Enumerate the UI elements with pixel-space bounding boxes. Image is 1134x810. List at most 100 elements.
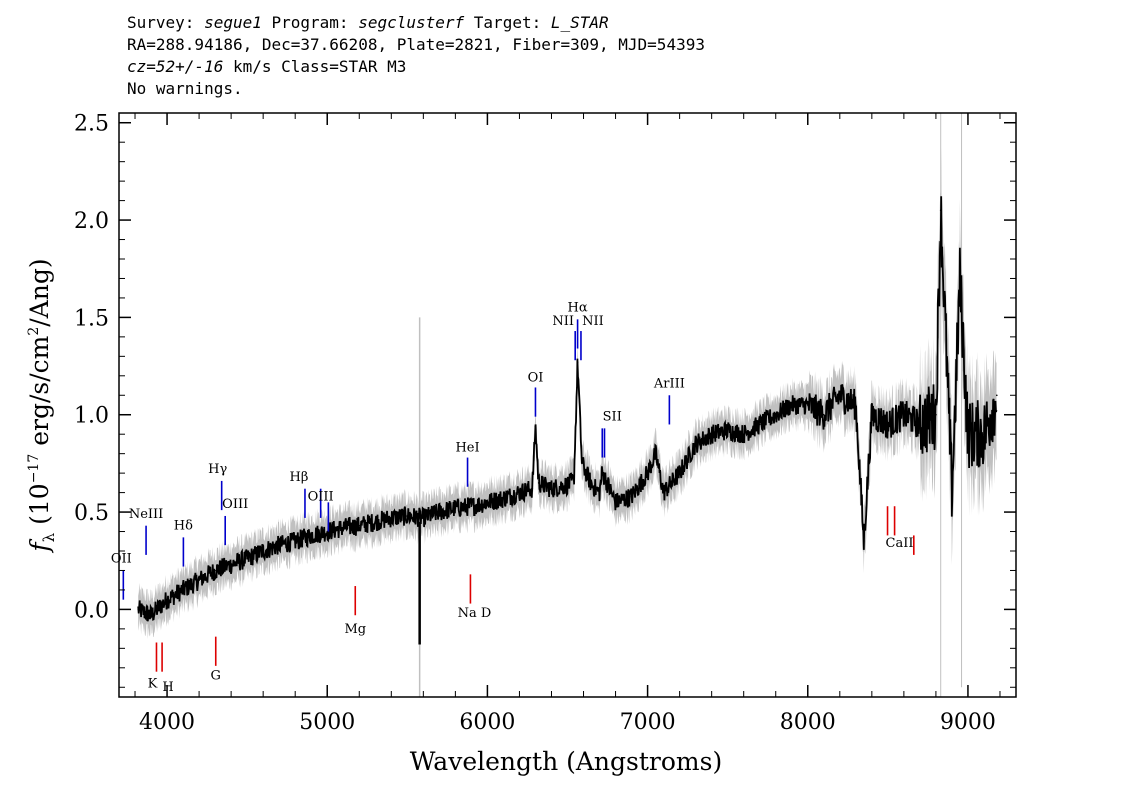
spectrum-point <box>855 404 857 406</box>
spectrum-point <box>919 423 921 426</box>
x-tick-label: 6000 <box>459 710 515 735</box>
spectrum-point <box>678 472 681 474</box>
absorption-line-label: CaII <box>886 536 914 551</box>
x-tick-label: 7000 <box>620 710 676 735</box>
spectrum-point <box>581 462 583 465</box>
spectrum-point <box>422 517 425 519</box>
emission-line-label: Hα <box>568 301 588 316</box>
y-tick-label: 1.0 <box>74 404 109 429</box>
emission-line-label: OIII <box>222 497 248 512</box>
redshift-value: cz=52+/-16 <box>127 57 224 76</box>
spectrum-point <box>137 608 139 611</box>
absorption-line-label: H <box>162 680 173 695</box>
spectrum-point <box>566 484 569 486</box>
spectrum-point <box>518 491 521 494</box>
spectrum-point <box>438 511 441 513</box>
absorption-line-label: Mg <box>344 622 366 637</box>
spectrum-point <box>262 550 265 552</box>
spectrum-point <box>887 423 889 426</box>
spectrum-point <box>614 501 617 504</box>
plot-frame <box>118 112 1017 698</box>
emission-line-label: OIII <box>308 489 334 504</box>
target-value: L_STAR <box>550 13 609 32</box>
y-tick-label: 2.0 <box>74 209 109 234</box>
x-tick-label: 8000 <box>780 710 836 735</box>
spectrum-point <box>454 507 457 510</box>
spectrum-path <box>137 196 998 622</box>
spectrum-point <box>726 429 729 432</box>
spectrum-point <box>710 433 713 436</box>
x-tick-label: 9000 <box>940 710 996 735</box>
x-tick-label: 4000 <box>139 710 195 735</box>
spectrum-point <box>502 497 505 500</box>
spectrum-point <box>358 524 361 527</box>
spectrum-point <box>166 598 168 601</box>
spectrum-point <box>390 517 393 519</box>
spectrum-point <box>294 540 297 543</box>
spectrum-point <box>791 404 793 406</box>
spectrum-point <box>601 472 603 474</box>
absorption-line-label: K <box>148 676 158 691</box>
spectrum-point <box>603 476 606 478</box>
y-title-exp: −17 <box>26 454 42 484</box>
header-line-4: No warnings. <box>127 79 243 98</box>
y-tick-label: 0.0 <box>74 598 109 623</box>
spectrum-point <box>758 423 761 426</box>
spectrum-point <box>935 413 937 416</box>
y-title-f: f <box>25 539 54 554</box>
spectrum-point <box>470 505 473 508</box>
spectrum-point <box>246 558 248 560</box>
header-line-2: RA=288.94186, Dec=37.66208, Plate=2821, … <box>127 35 705 54</box>
axis-ticks: 4000 5000 6000 7000 8000 9000 0.0 0.5 1.0 1.5 2.0 2… <box>74 112 1016 735</box>
spectrum-point <box>537 482 540 484</box>
spectrum-point <box>823 413 825 416</box>
spectrum-point <box>576 361 579 364</box>
spectrum-point <box>630 495 633 498</box>
y-tick-label: 2.5 <box>74 112 109 137</box>
emission-line-label: OII <box>111 552 132 567</box>
emission-line-label: ArIII <box>653 376 685 391</box>
spectrum-point <box>807 404 809 406</box>
spectrum-point <box>742 433 745 436</box>
spectrum-point <box>694 443 697 445</box>
survey-label: Survey: <box>127 13 205 32</box>
emission-line-label: NeIII <box>129 507 163 522</box>
emission-line-label: NII <box>552 314 574 329</box>
spectrum-point <box>951 491 953 494</box>
spectrum-point <box>531 487 534 490</box>
y-tick-label: 1.5 <box>74 306 109 331</box>
y-title-lambda: λ <box>40 532 58 542</box>
spectrum-point <box>959 277 961 280</box>
y-tick-label: 0.5 <box>74 501 109 526</box>
spectrum-point <box>590 484 593 486</box>
program-value: segclusterf <box>358 13 465 32</box>
error-band-area <box>138 147 997 639</box>
spectrum-point <box>182 589 184 591</box>
header-line-3: cz=52+/-16 km/s Class=STAR M3 <box>127 56 705 78</box>
spectrum-point <box>939 209 942 212</box>
spectrum-point <box>871 413 873 416</box>
spectrum-header: Survey: segue1 Program: segclusterf Targ… <box>127 12 705 100</box>
emission-line-label: OI <box>528 371 544 386</box>
emission-line-label: NII <box>582 314 604 329</box>
spectrum-point <box>534 425 537 428</box>
spectrum-point <box>198 579 200 581</box>
spectrum-point <box>573 480 575 482</box>
y-title-units: (10 <box>25 483 54 533</box>
spectrum-point <box>230 563 232 566</box>
x-tick-label: 5000 <box>299 710 355 735</box>
spectrum-point <box>983 433 985 436</box>
absorption-line-label: G <box>211 668 221 683</box>
absorption-line-label: Na D <box>458 606 492 621</box>
error-band <box>138 113 997 697</box>
spectrum-point <box>150 614 152 616</box>
spectrum-point <box>278 544 281 546</box>
emission-line-label: HeI <box>455 441 479 456</box>
survey-value: segue1 <box>204 13 262 32</box>
emission-line-label: SII <box>603 410 622 425</box>
spectrum-point <box>598 491 601 494</box>
y-axis-title: fλ (10−17 erg/s/cm2/Ang) <box>25 258 58 553</box>
spectrum-point <box>774 413 777 416</box>
